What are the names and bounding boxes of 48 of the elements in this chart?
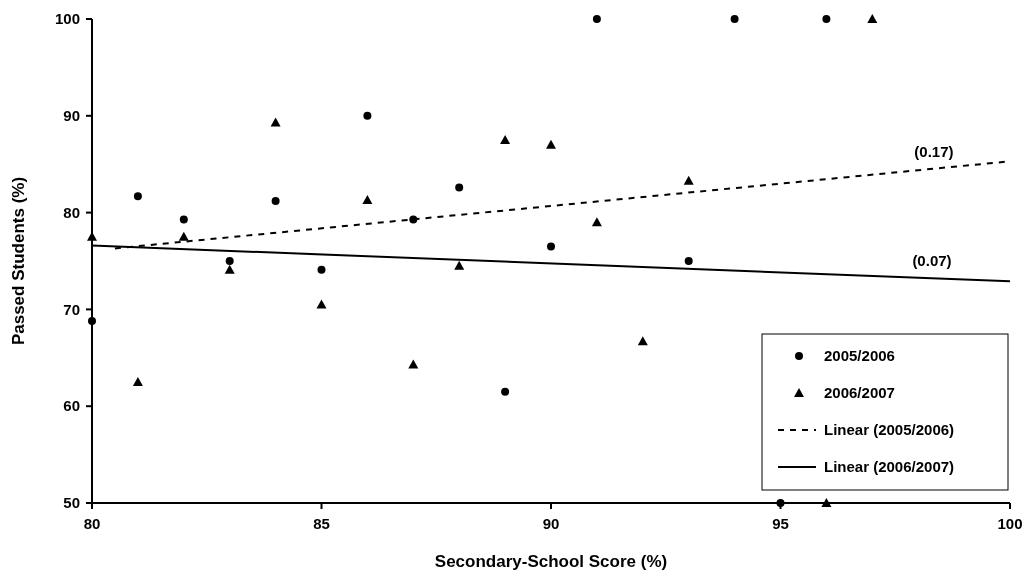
point — [591, 217, 602, 227]
point — [547, 242, 555, 251]
x-tick-label: 100 — [997, 515, 1023, 532]
point — [271, 196, 280, 205]
point — [637, 336, 648, 346]
legend-label: 2005/2006 — [824, 347, 895, 365]
point — [683, 175, 694, 185]
point — [867, 14, 878, 23]
x-tick-label: 80 — [83, 515, 101, 532]
legend-label: Linear (2005/2006) — [824, 421, 955, 439]
point — [822, 15, 831, 23]
y-tick-label: 70 — [63, 300, 80, 318]
point — [501, 387, 510, 396]
x-tick-label: 85 — [313, 515, 330, 532]
y-tick-label: 100 — [54, 10, 80, 28]
y-tick-label: 80 — [63, 203, 80, 221]
x-tick-label: 90 — [542, 515, 560, 532]
x-tick-label: 95 — [772, 515, 789, 532]
point — [317, 265, 326, 274]
point — [821, 498, 832, 507]
point — [224, 264, 235, 274]
y-tick-label: 90 — [63, 107, 80, 125]
point — [270, 117, 281, 127]
point — [132, 377, 143, 386]
annotation: (0.07) — [912, 252, 952, 270]
point — [133, 192, 142, 201]
y-axis-title: Passed Students (%) — [9, 176, 28, 346]
point — [454, 260, 465, 270]
y-tick-label: 60 — [63, 397, 80, 415]
point — [179, 215, 188, 224]
annotation: (0.17) — [914, 142, 954, 160]
point — [684, 257, 693, 265]
y-tick-label: 50 — [63, 494, 80, 512]
x-axis-title: Secondary-School Score (%) — [434, 552, 668, 571]
point — [455, 183, 464, 192]
point — [500, 135, 511, 144]
point — [592, 15, 601, 23]
point — [408, 359, 419, 369]
point — [178, 231, 189, 241]
point — [225, 257, 234, 265]
point — [362, 195, 373, 205]
point — [546, 139, 556, 149]
legend-label: Linear (2006/2007) — [824, 458, 955, 476]
point — [363, 111, 372, 120]
point — [730, 15, 739, 23]
point — [88, 317, 96, 326]
legend-label: 2006/2007 — [824, 384, 895, 402]
point — [316, 299, 327, 309]
